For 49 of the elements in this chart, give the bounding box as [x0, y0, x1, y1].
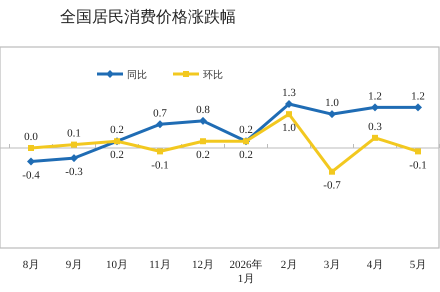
data-label: 0.2	[110, 124, 124, 136]
data-label: -0.3	[65, 166, 84, 178]
data-label: 0.8	[196, 104, 210, 116]
point	[414, 103, 422, 112]
point	[286, 111, 292, 118]
point	[71, 142, 77, 148]
point	[415, 148, 421, 154]
data-label: 0.2	[239, 124, 253, 136]
x-tick-label: 11月	[149, 259, 171, 271]
x-tick-label: 2026年 1月	[230, 259, 262, 285]
point	[371, 103, 379, 112]
data-label: 1.2	[368, 90, 382, 102]
data-label: 1.3	[282, 87, 296, 99]
point	[156, 120, 164, 128]
data-label: 0.2	[239, 149, 253, 162]
data-label: 0.7	[153, 107, 168, 120]
point	[28, 145, 34, 151]
data-label: 1.2	[411, 90, 425, 102]
chart-title: 全国居民消费价格涨跌幅	[60, 8, 236, 26]
legend-label: 环比	[203, 69, 223, 81]
point	[157, 148, 163, 154]
data-label: 0.0	[24, 131, 38, 143]
x-tick-label: 4月	[366, 259, 384, 271]
data-label: 1.0	[325, 97, 340, 110]
data-label: 1.0	[282, 122, 296, 134]
x-tick-label: 8月	[22, 259, 40, 271]
data-label: 0.2	[110, 149, 124, 162]
data-label: -0.1	[409, 159, 427, 172]
point	[329, 168, 335, 175]
x-tick-label: 9月	[66, 259, 82, 271]
point	[70, 154, 78, 162]
point	[285, 100, 293, 108]
x-tick-label: 12月	[192, 259, 214, 271]
point	[372, 134, 378, 141]
point	[27, 158, 35, 166]
x-tick-label: 10月	[106, 259, 128, 271]
legend-label: 同比	[127, 69, 147, 81]
data-label: 0.2	[196, 149, 210, 162]
data-label: -0.4	[22, 170, 40, 182]
x-tick-label: 2月	[280, 259, 298, 271]
data-label: 0.3	[368, 120, 382, 133]
x-tick-label: 5月	[410, 259, 426, 271]
data-label: -0.7	[323, 180, 342, 192]
data-label: 0.1	[67, 128, 81, 140]
x-tick-label: 3月	[324, 259, 340, 271]
data-label: -0.1	[151, 159, 169, 172]
point	[199, 116, 207, 125]
point	[328, 110, 336, 118]
point	[200, 138, 206, 144]
